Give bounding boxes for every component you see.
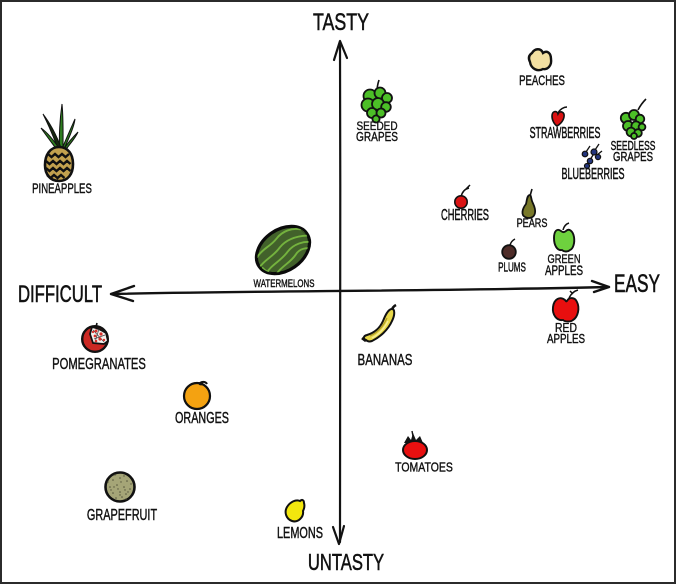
svg-text:DIFFICULT: DIFFICULT	[18, 281, 102, 308]
svg-text:POMEGRANATES: POMEGRANATES	[52, 355, 146, 372]
svg-text:TOMATOES: TOMATOES	[395, 459, 453, 475]
svg-text:PEACHES: PEACHES	[519, 72, 565, 88]
svg-text:WATERMELONS: WATERMELONS	[254, 278, 315, 291]
svg-text:APPLES: APPLES	[547, 333, 585, 346]
svg-text:GREEN: GREEN	[547, 253, 580, 266]
svg-text:BLUEBERRIES: BLUEBERRIES	[562, 166, 625, 183]
svg-text:EASY: EASY	[614, 270, 660, 298]
svg-text:PLUMS: PLUMS	[498, 261, 526, 275]
svg-text:APPLES: APPLES	[545, 262, 583, 278]
svg-text:GRAPES: GRAPES	[356, 131, 398, 144]
svg-text:GRAPEFRUIT: GRAPEFRUIT	[87, 506, 157, 523]
svg-text:ORANGES: ORANGES	[175, 409, 229, 427]
svg-text:GRAPES: GRAPES	[613, 151, 653, 165]
svg-text:CHERRIES: CHERRIES	[441, 207, 489, 224]
svg-text:TASTY: TASTY	[313, 8, 369, 35]
svg-text:UNTASTY: UNTASTY	[308, 550, 384, 575]
svg-text:LEMONS: LEMONS	[277, 524, 323, 542]
svg-text:RED: RED	[555, 322, 577, 335]
svg-text:PEARS: PEARS	[517, 217, 548, 230]
svg-text:PINEAPPLES: PINEAPPLES	[32, 180, 92, 196]
svg-text:SEEDLESS: SEEDLESS	[611, 139, 656, 153]
svg-text:BANANAS: BANANAS	[358, 351, 413, 368]
svg-text:SEEDED: SEEDED	[356, 120, 397, 133]
svg-text:STRAWBERRIES: STRAWBERRIES	[530, 125, 601, 142]
